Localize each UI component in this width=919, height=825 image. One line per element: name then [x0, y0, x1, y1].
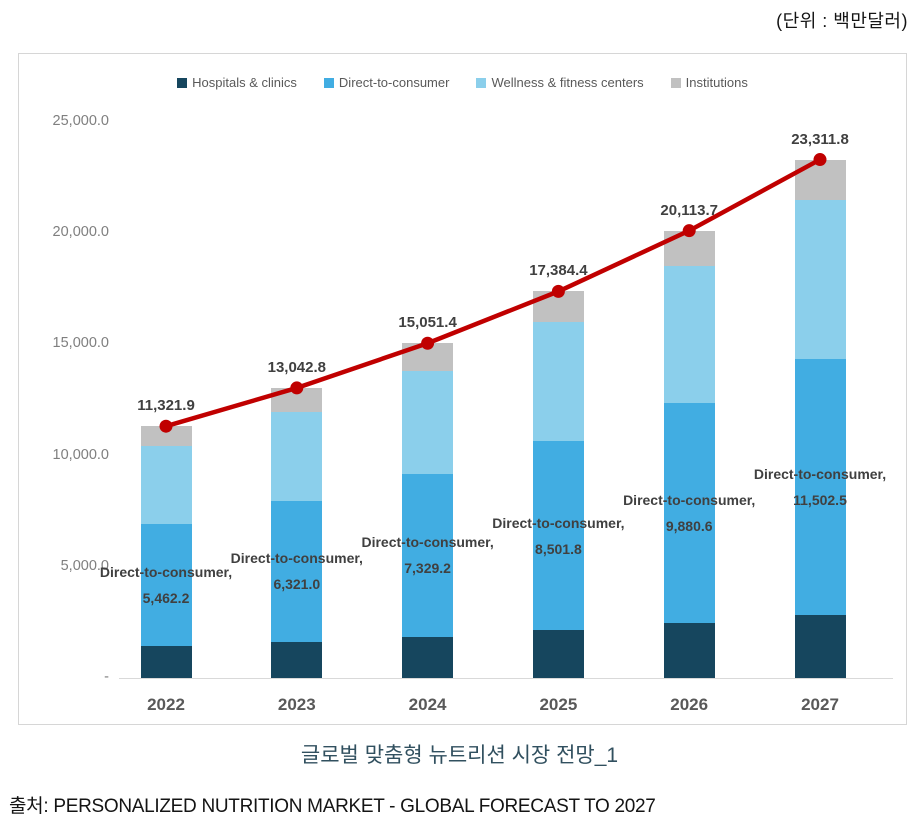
total-line — [165, 157, 822, 429]
bar-segment-hospitals-clinics — [532, 630, 584, 678]
bar-segment-wellness-fitness-centers — [663, 266, 715, 403]
unit-label: (단위 : 백만달러) — [776, 11, 908, 31]
legend-item-institutions: Institutions — [670, 75, 748, 90]
y-axis-tick-label: 10,000.0 — [52, 446, 109, 463]
bar-segment-direct-to-consumer — [794, 359, 846, 615]
direct-to-consumer-segment-label: Direct-to-consumer, 11,502.5 — [754, 461, 886, 513]
direct-to-consumer-segment-label: Direct-to-consumer, 8,501.8 — [492, 510, 624, 562]
bar-segment-hospitals-clinics — [140, 645, 192, 678]
total-value-label: 20,113.7 — [660, 201, 718, 219]
total-value-label: 13,042.8 — [267, 358, 326, 376]
segment-label-value: 9,880.6 — [665, 517, 713, 534]
chart-legend: Hospitals & clinics Direct-to-consumer Wel… — [19, 75, 906, 90]
legend-swatch-icon — [476, 77, 487, 88]
direct-to-consumer-segment-label: Direct-to-consumer, 9,880.6 — [623, 487, 755, 539]
total-value-label: 15,051.4 — [398, 314, 457, 332]
bar-segment-direct-to-consumer — [402, 473, 454, 637]
y-axis-tick-label: 15,000.0 — [52, 335, 109, 352]
bar-segment-wellness-fitness-centers — [794, 200, 846, 360]
total-line-series — [159, 153, 827, 433]
segment-label-series-name: Direct-to-consumer, — [361, 534, 494, 551]
x-axis-category-label: 2023 — [277, 695, 316, 714]
total-value-label: 23,311.8 — [791, 130, 849, 148]
chart-title: 글로벌 맞춤형 뉴트리션 시장 전망_1 — [300, 744, 619, 767]
legend-item-direct-to-consumer: Direct-to-consumer — [323, 75, 450, 90]
segment-label-value: 5,462.2 — [142, 590, 190, 607]
direct-to-consumer-segment-label: Direct-to-consumer, 5,462.2 — [100, 559, 232, 611]
legend-swatch-icon — [670, 77, 681, 88]
segment-label-value: 7,329.2 — [404, 560, 451, 577]
bar-segment-direct-to-consumer — [663, 402, 715, 623]
total-value-label: 11,321.9 — [137, 397, 195, 415]
legend-swatch-icon — [323, 77, 334, 88]
segment-label-series-name: Direct-to-consumer, — [492, 514, 625, 531]
x-axis-category-label: 2026 — [670, 695, 709, 714]
total-value-label: 17,384.4 — [529, 262, 588, 280]
segment-label-value: 8,501.8 — [535, 540, 582, 557]
bar-segment-hospitals-clinics — [663, 622, 715, 678]
x-axis-category-label: 2025 — [539, 695, 578, 714]
segment-label-value: 6,321.0 — [273, 576, 321, 593]
bar-segment-hospitals-clinics — [794, 614, 846, 678]
segment-label-series-name: Direct-to-consumer, — [230, 550, 363, 567]
bar-segment-wellness-fitness-centers — [532, 322, 584, 442]
legend-label: Institutions — [685, 75, 748, 90]
y-axis-tick-label: - — [104, 669, 109, 685]
segment-label-series-name: Direct-to-consumer, — [753, 466, 887, 483]
bar-segment-wellness-fitness-centers — [140, 445, 192, 525]
y-axis-tick-label: 5,000.0 — [60, 557, 109, 574]
legend-item-wellness-fitness-centers: Wellness & fitness centers — [476, 75, 644, 90]
total-line-marker — [682, 224, 696, 238]
y-axis-tick-label: 20,000.0 — [52, 224, 109, 241]
total-line-marker — [290, 381, 304, 395]
bar-segment-hospitals-clinics — [402, 636, 454, 678]
legend-item-hospitals-clinics: Hospitals & clinics — [177, 75, 297, 90]
direct-to-consumer-segment-label: Direct-to-consumer, 6,321.0 — [231, 545, 363, 597]
plot-area: 25,000.0 20,000.0 15,000.0 10,000.0 5,000.0 -… — [19, 54, 908, 726]
total-line-marker — [813, 153, 827, 167]
bar-segment-direct-to-consumer — [271, 501, 323, 642]
direct-to-consumer-segment-label: Direct-to-consumer, 7,329.2 — [361, 529, 493, 581]
x-axis-category-label: 2022 — [147, 695, 185, 714]
legend-label: Wellness & fitness centers — [491, 75, 644, 90]
total-line-marker — [159, 419, 173, 433]
y-axis-tick-label: 25,000.0 — [52, 113, 109, 129]
bar-segment-direct-to-consumer — [140, 524, 192, 646]
chart-container: 25,000.0 20,000.0 15,000.0 10,000.0 5,000.0 -… — [18, 53, 907, 725]
segment-label-series-name: Direct-to-consumer, — [99, 564, 233, 581]
legend-swatch-icon — [177, 77, 188, 88]
segment-label-series-name: Direct-to-consumer, — [623, 491, 756, 508]
source-caption: 출처: PERSONALIZED NUTRITION MARKET - GLOB… — [9, 796, 656, 817]
bar-segment-hospitals-clinics — [271, 641, 323, 678]
total-line-marker — [551, 284, 565, 298]
x-axis-category-label: 2024 — [408, 695, 447, 714]
legend-label: Direct-to-consumer — [338, 75, 450, 90]
bar-segment-wellness-fitness-centers — [271, 412, 323, 502]
segment-label-value: 11,502.5 — [793, 492, 847, 509]
bar-segment-institutions — [140, 426, 192, 446]
bar-segment-wellness-fitness-centers — [402, 370, 454, 474]
bar-segment-direct-to-consumer — [532, 441, 584, 631]
total-line-marker — [421, 336, 435, 350]
legend-label: Hospitals & clinics — [192, 75, 297, 90]
x-axis-line — [119, 678, 893, 679]
x-axis-category-label: 2027 — [801, 695, 839, 714]
